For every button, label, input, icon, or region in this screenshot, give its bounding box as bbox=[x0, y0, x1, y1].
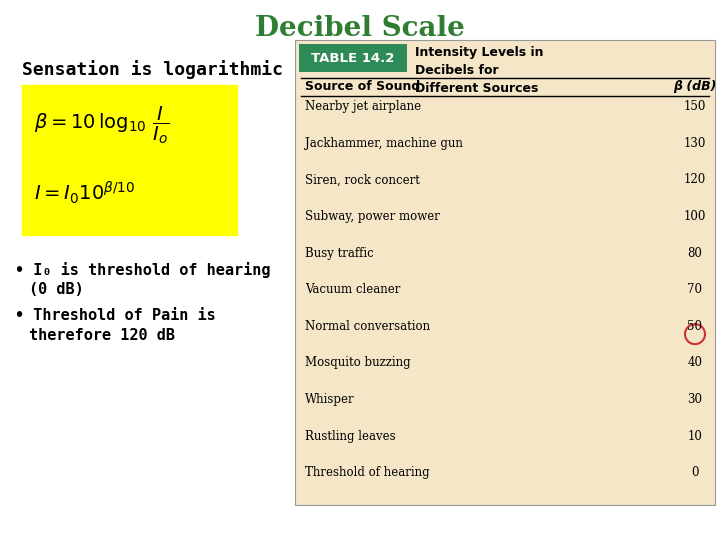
Text: 10: 10 bbox=[688, 430, 703, 443]
Text: Intensity Levels in
Decibels for
Different Sources: Intensity Levels in Decibels for Differe… bbox=[415, 46, 544, 95]
Text: Jackhammer, machine gun: Jackhammer, machine gun bbox=[305, 137, 463, 150]
FancyBboxPatch shape bbox=[295, 40, 715, 505]
Text: (0 dB): (0 dB) bbox=[29, 282, 84, 297]
FancyBboxPatch shape bbox=[299, 44, 407, 72]
Text: 50: 50 bbox=[688, 320, 703, 333]
Text: 130: 130 bbox=[684, 137, 706, 150]
Text: Threshold of hearing: Threshold of hearing bbox=[305, 467, 430, 480]
Text: TABLE 14.2: TABLE 14.2 bbox=[311, 51, 395, 64]
Text: Vacuum cleaner: Vacuum cleaner bbox=[305, 283, 400, 296]
Text: 80: 80 bbox=[688, 247, 703, 260]
Text: Source of Sound: Source of Sound bbox=[305, 80, 420, 93]
Text: Mosquito buzzing: Mosquito buzzing bbox=[305, 356, 410, 369]
Text: Busy traffic: Busy traffic bbox=[305, 247, 374, 260]
Text: therefore 120 dB: therefore 120 dB bbox=[29, 328, 175, 343]
Text: 30: 30 bbox=[688, 393, 703, 406]
FancyBboxPatch shape bbox=[22, 85, 237, 235]
Text: 70: 70 bbox=[688, 283, 703, 296]
Text: Whisper: Whisper bbox=[305, 393, 355, 406]
Text: 40: 40 bbox=[688, 356, 703, 369]
Text: Rustling leaves: Rustling leaves bbox=[305, 430, 395, 443]
Text: 0: 0 bbox=[691, 467, 698, 480]
Text: Normal conversation: Normal conversation bbox=[305, 320, 430, 333]
Text: 150: 150 bbox=[684, 100, 706, 113]
Text: $I = I_0 10^{\beta/10}$: $I = I_0 10^{\beta/10}$ bbox=[34, 180, 135, 206]
Text: • I₀ is threshold of hearing: • I₀ is threshold of hearing bbox=[15, 262, 271, 278]
Text: 120: 120 bbox=[684, 173, 706, 186]
Text: • Threshold of Pain is: • Threshold of Pain is bbox=[15, 308, 216, 323]
Text: $\beta = 10\,\log_{10}\,\dfrac{I}{I_o}$: $\beta = 10\,\log_{10}\,\dfrac{I}{I_o}$ bbox=[34, 105, 169, 146]
Text: Siren, rock concert: Siren, rock concert bbox=[305, 173, 420, 186]
Text: β (dB): β (dB) bbox=[673, 80, 716, 93]
Text: Decibel Scale: Decibel Scale bbox=[255, 15, 465, 42]
Text: Subway, power mower: Subway, power mower bbox=[305, 210, 440, 223]
Text: Nearby jet airplane: Nearby jet airplane bbox=[305, 100, 421, 113]
Text: Sensation is logarithmic: Sensation is logarithmic bbox=[22, 60, 283, 79]
Text: 100: 100 bbox=[684, 210, 706, 223]
